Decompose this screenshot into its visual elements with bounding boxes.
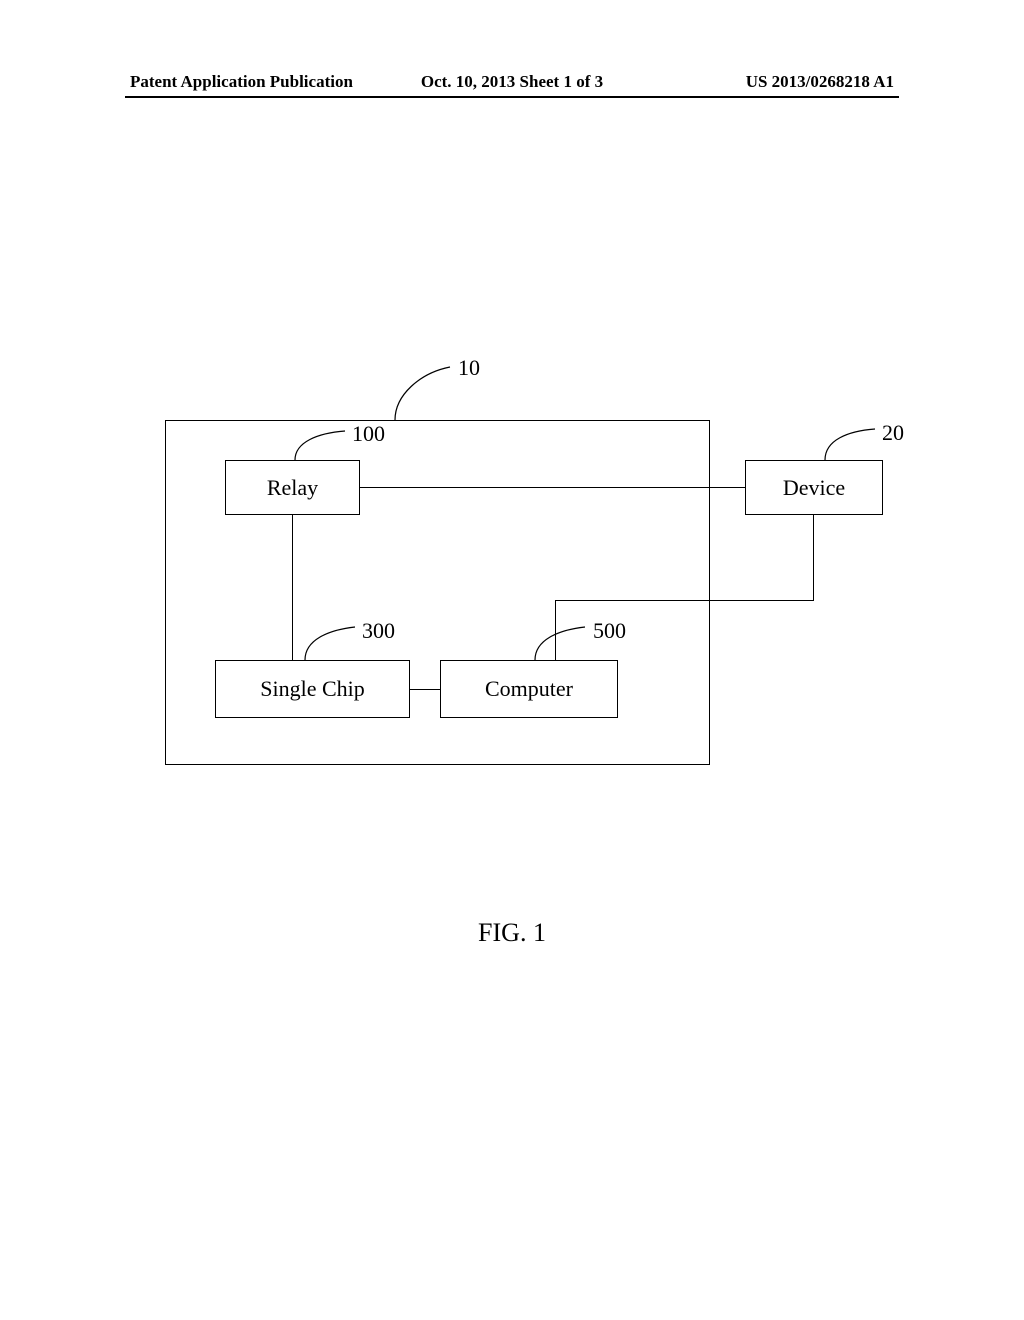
figure-caption: FIG. 1 — [478, 918, 546, 948]
device-to-computer-line — [555, 600, 556, 660]
ref-10: 10 — [458, 355, 480, 381]
computer-label: Computer — [485, 676, 573, 702]
computer-block: Computer — [440, 660, 618, 718]
single-chip-block: Single Chip — [215, 660, 410, 718]
ref-20: 20 — [882, 420, 904, 446]
relay-to-device-line — [360, 487, 745, 488]
device-left-line — [555, 600, 814, 601]
device-label: Device — [783, 475, 845, 501]
singlechip-to-computer-line — [410, 689, 440, 690]
relay-label: Relay — [267, 475, 318, 501]
ref-500: 500 — [593, 618, 626, 644]
ref-100: 100 — [352, 421, 385, 447]
relay-block: Relay — [225, 460, 360, 515]
device-block: Device — [745, 460, 883, 515]
device-down-line — [813, 515, 814, 600]
single-chip-label: Single Chip — [260, 676, 365, 702]
ref-300: 300 — [362, 618, 395, 644]
leader-20 — [820, 428, 890, 463]
block-diagram: Relay Single Chip Computer Device — [0, 0, 1024, 1320]
relay-to-singlechip-line — [292, 515, 293, 660]
page: Patent Application Publication Oct. 10, … — [0, 0, 1024, 1320]
